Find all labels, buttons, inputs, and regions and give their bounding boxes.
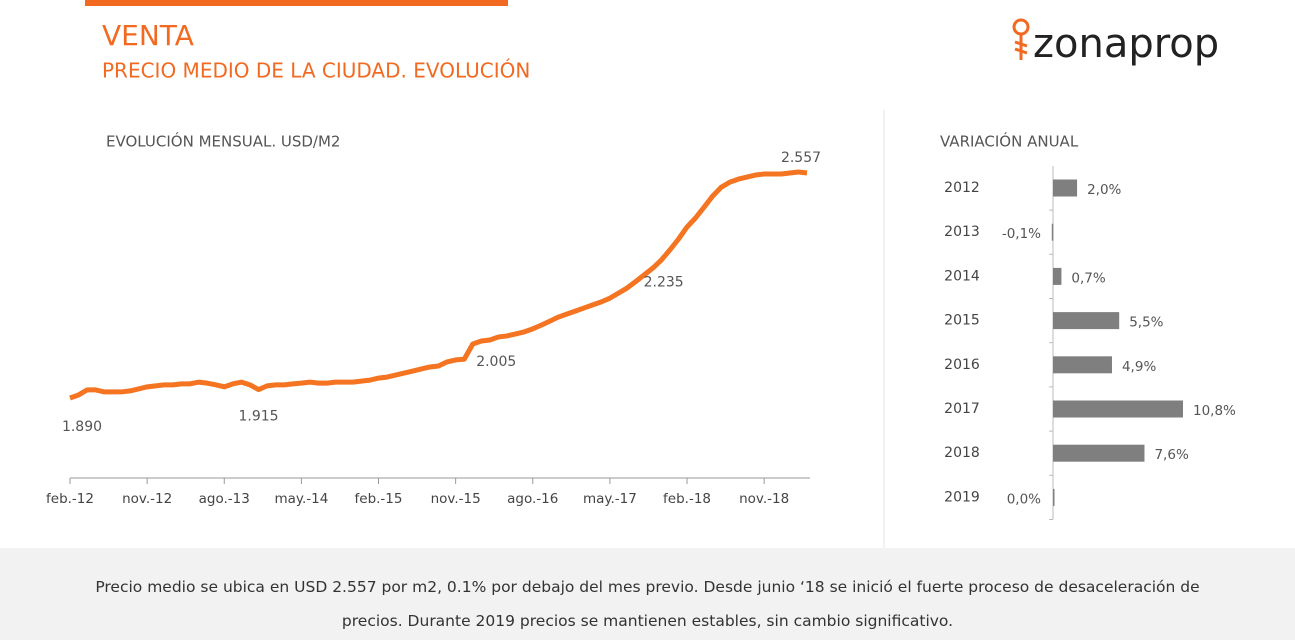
bar — [1053, 400, 1183, 418]
x-tick-label: nov.-15 — [431, 491, 481, 507]
bar — [1051, 223, 1054, 241]
x-tick-label: nov.-18 — [739, 491, 789, 507]
y-tick-label: 2018 — [944, 445, 980, 461]
data-label: 0,7% — [1071, 270, 1105, 286]
logo: zonaprop — [1033, 21, 1219, 67]
bar — [1053, 488, 1055, 506]
logo-icon — [1012, 18, 1030, 60]
data-label: 4,9% — [1122, 359, 1156, 375]
data-label: 2.235 — [644, 275, 684, 291]
bar — [1053, 267, 1062, 285]
y-tick-label: 2019 — [944, 489, 980, 505]
chart-title: EVOLUCIÓN MENSUAL. USD/M2 — [106, 132, 340, 151]
bar — [1053, 179, 1078, 197]
y-tick-label: 2012 — [944, 180, 980, 196]
data-label: 0,0% — [1007, 491, 1041, 507]
footer-text: precios. Durante 2019 precios se mantien… — [341, 612, 954, 630]
x-tick-label: may.-14 — [274, 491, 328, 507]
chart-title: VARIACIÓN ANUAL — [940, 132, 1079, 151]
bar — [1053, 312, 1120, 330]
title: VENTA — [102, 19, 194, 52]
data-label: 1.915 — [238, 409, 278, 425]
footer: Precio medio se ubica en USD 2.557 por m… — [0, 548, 1295, 640]
x-tick-label: may.-17 — [583, 491, 637, 507]
data-label: 1.890 — [62, 419, 102, 435]
bar — [1053, 356, 1112, 374]
footer-text: Precio medio se ubica en USD 2.557 por m… — [95, 578, 1200, 596]
data-label: 2,0% — [1087, 182, 1121, 198]
data-label: -0,1% — [1002, 226, 1041, 242]
x-tick-label: ago.-16 — [507, 491, 558, 507]
data-label: 2.557 — [781, 150, 821, 166]
data-label: 5,5% — [1129, 315, 1163, 331]
subtitle: PRECIO MEDIO DE LA CIUDAD. EVOLUCIÓN — [102, 59, 530, 83]
bar — [1053, 444, 1145, 462]
y-tick-label: 2013 — [944, 224, 980, 240]
data-label: 10,8% — [1193, 403, 1236, 419]
y-tick-label: 2016 — [944, 357, 980, 373]
y-tick-label: 2014 — [944, 268, 980, 284]
x-tick-label: nov.-12 — [122, 491, 172, 507]
x-tick-label: feb.-15 — [355, 491, 403, 507]
slide: VENTA PRECIO MEDIO DE LA CIUDAD. EVOLUCI… — [46, 0, 1236, 548]
top-bar — [85, 0, 508, 6]
data-label: 7,6% — [1154, 447, 1188, 463]
x-tick-label: ago.-13 — [199, 491, 250, 507]
x-tick-label: feb.-18 — [663, 491, 711, 507]
y-tick-label: 2015 — [944, 313, 980, 329]
x-tick-label: feb.-12 — [46, 491, 94, 507]
line — [69, 169, 808, 401]
y-tick-label: 2017 — [944, 401, 980, 417]
data-label: 2.005 — [476, 354, 516, 370]
